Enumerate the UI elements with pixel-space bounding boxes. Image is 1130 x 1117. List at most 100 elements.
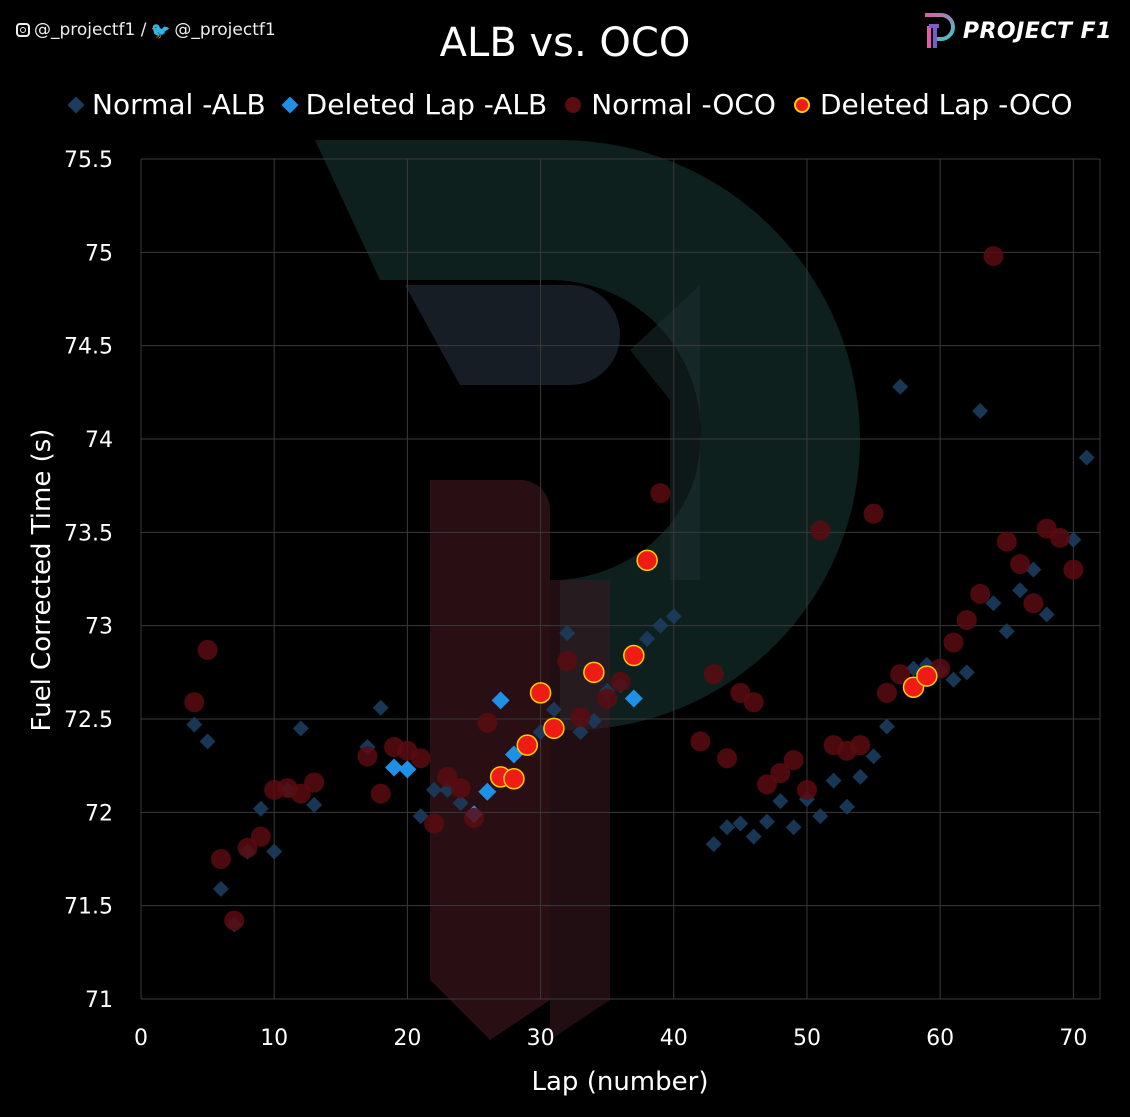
x-tick-label: 30 <box>527 1026 555 1051</box>
chart-legend: Normal -ALB Deleted Lap -ALB Normal -OCO… <box>67 88 1073 121</box>
y-tick-label: 74 <box>85 428 113 453</box>
point-normal-alb <box>892 378 909 395</box>
x-tick-label: 0 <box>134 1026 148 1051</box>
point-deleted-oco <box>623 644 645 667</box>
point-normal-alb <box>292 720 309 737</box>
y-tick-label: 74.5 <box>64 335 113 360</box>
point-normal-alb <box>652 617 669 634</box>
point-normal-alb <box>838 798 855 815</box>
watermark-logo <box>315 140 860 1040</box>
social-handle-text-2: @_projectf1 <box>174 20 276 40</box>
point-normal-alb <box>825 772 842 789</box>
legend-label: Deleted Lap -ALB <box>305 88 548 121</box>
y-tick-label: 72.5 <box>64 708 113 733</box>
point-normal-alb <box>852 768 869 785</box>
point-normal-alb <box>545 701 562 718</box>
point-normal-alb <box>639 630 656 647</box>
social-handle-text: @_projectf1 / <box>34 20 147 40</box>
point-normal-alb <box>1078 449 1095 466</box>
y-tick-label: 72 <box>85 801 113 826</box>
point-normal-alb <box>958 664 975 681</box>
point-deleted-alb <box>478 782 497 801</box>
x-tick-label: 50 <box>793 1026 821 1051</box>
point-deleted-oco <box>916 665 938 687</box>
point-normal-oco <box>1063 559 1084 580</box>
point-deleted-oco <box>543 717 565 740</box>
legend-label: Normal -OCO <box>591 88 776 121</box>
point-deleted-alb <box>624 689 643 708</box>
point-normal-oco <box>703 664 724 685</box>
brand-name: PROJECT F1 <box>962 18 1112 44</box>
point-normal-oco <box>810 520 831 541</box>
x-tick-label: 60 <box>926 1026 954 1051</box>
x-axis-label: Lap (number) <box>532 1067 709 1097</box>
point-normal-oco <box>424 813 445 834</box>
y-axis-label: Fuel Corrected Time (s) <box>27 429 57 732</box>
legend-label: Normal -ALB <box>92 88 266 121</box>
point-normal-oco <box>450 778 471 799</box>
point-normal-oco <box>210 849 231 869</box>
point-normal-oco <box>996 531 1017 552</box>
point-deleted-oco <box>636 549 658 572</box>
y-tick-label: 75.5 <box>64 148 113 173</box>
point-normal-oco <box>184 692 205 713</box>
y-tick-label: 71 <box>85 988 113 1013</box>
y-tick-label: 71.5 <box>64 895 113 920</box>
legend-label: Deleted Lap -OCO <box>819 88 1073 121</box>
point-deleted-alb <box>398 760 417 779</box>
point-normal-alb <box>212 880 229 897</box>
point-normal-alb <box>426 781 443 798</box>
point-normal-oco <box>224 910 245 931</box>
point-normal-alb <box>972 403 989 419</box>
legend-marker-circle-red-icon <box>793 96 810 113</box>
point-normal-oco <box>437 766 458 787</box>
chart-title: ALB vs. OCO <box>439 20 691 66</box>
point-normal-alb <box>559 625 576 642</box>
point-normal-oco <box>557 651 578 672</box>
point-normal-oco <box>290 783 311 804</box>
point-normal-oco <box>943 632 964 653</box>
point-normal-alb <box>372 699 389 716</box>
point-normal-alb <box>719 819 736 836</box>
y-tick-label: 75 <box>85 241 113 266</box>
point-deleted-oco <box>516 734 539 756</box>
y-tick-label: 73.5 <box>64 521 113 546</box>
point-normal-oco <box>370 783 391 804</box>
point-normal-oco <box>650 483 671 504</box>
point-normal-oco <box>983 246 1004 267</box>
point-normal-oco <box>956 610 977 631</box>
point-deleted-oco <box>503 767 525 790</box>
point-deleted-oco <box>529 682 552 704</box>
point-normal-alb <box>266 843 283 860</box>
point-normal-alb <box>878 718 895 735</box>
point-normal-alb <box>186 716 203 733</box>
point-normal-alb <box>306 796 323 813</box>
point-normal-oco <box>876 682 897 703</box>
point-normal-alb <box>732 815 749 832</box>
point-normal-alb <box>785 819 802 836</box>
point-normal-oco <box>237 837 258 858</box>
point-normal-oco <box>1023 593 1044 614</box>
point-deleted-oco <box>583 661 605 684</box>
point-normal-alb <box>998 623 1015 640</box>
point-normal-oco <box>304 772 325 793</box>
point-normal-alb <box>1012 582 1029 599</box>
point-normal-oco <box>570 707 591 728</box>
point-normal-oco <box>850 735 871 756</box>
x-tick-label: 20 <box>393 1026 421 1051</box>
point-deleted-alb <box>385 758 404 777</box>
point-normal-oco <box>890 664 911 685</box>
legend-item-deleted-alb: Deleted Lap -ALB <box>281 88 548 121</box>
legend-item-normal-oco: Normal -OCO <box>565 88 776 121</box>
legend-marker-circle-dark-icon <box>565 96 582 113</box>
point-normal-oco <box>757 774 778 795</box>
point-normal-alb <box>745 828 762 845</box>
point-normal-alb <box>452 795 469 811</box>
point-normal-oco <box>477 712 498 733</box>
project-f1-logo-icon <box>924 13 955 48</box>
point-normal-oco <box>863 503 884 524</box>
point-normal-alb <box>199 733 216 750</box>
axes: 0 10 20 30 40 50 60 70 71 71.5 72 72.5 73 73.5 74 74.5 7… <box>64 148 1087 1051</box>
point-normal-alb <box>772 793 789 810</box>
point-normal-oco <box>690 731 711 752</box>
